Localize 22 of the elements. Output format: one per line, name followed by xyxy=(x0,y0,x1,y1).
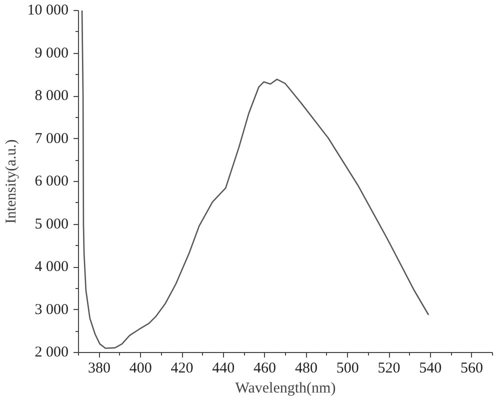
y-tick-label: 5 000 xyxy=(34,216,68,232)
y-tick-label: 8 000 xyxy=(34,88,68,104)
y-tick-label: 2 000 xyxy=(34,344,68,360)
x-tick-label: 440 xyxy=(212,360,235,376)
x-axis-title: Wavelength(nm) xyxy=(235,380,336,396)
x-tick-label: 420 xyxy=(170,360,194,376)
y-tick-label: 7 000 xyxy=(34,130,68,147)
x-tick-label: 540 xyxy=(419,360,442,376)
x-tick-label: 500 xyxy=(336,360,359,376)
x-tick-label: 380 xyxy=(88,360,110,376)
x-tick-label: 560 xyxy=(460,360,484,376)
y-tick-label: 4 000 xyxy=(34,259,68,275)
x-tick-label: 520 xyxy=(378,360,400,376)
y-tick-label: 6 000 xyxy=(34,174,68,190)
x-tick-label: 400 xyxy=(129,360,152,376)
y-axis-title: Intensity(a.u.) xyxy=(3,139,20,224)
y-tick-label: 10 000 xyxy=(27,2,68,18)
line-series xyxy=(81,10,430,349)
x-tick-label: 480 xyxy=(294,360,318,376)
x-tick-label: 460 xyxy=(254,360,276,376)
y-tick-label: 3 000 xyxy=(34,302,68,318)
y-tick-label: 9 000 xyxy=(34,45,68,62)
